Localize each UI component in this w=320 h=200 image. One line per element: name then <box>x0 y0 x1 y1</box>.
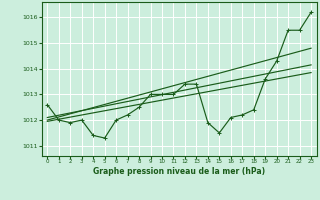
X-axis label: Graphe pression niveau de la mer (hPa): Graphe pression niveau de la mer (hPa) <box>93 167 265 176</box>
